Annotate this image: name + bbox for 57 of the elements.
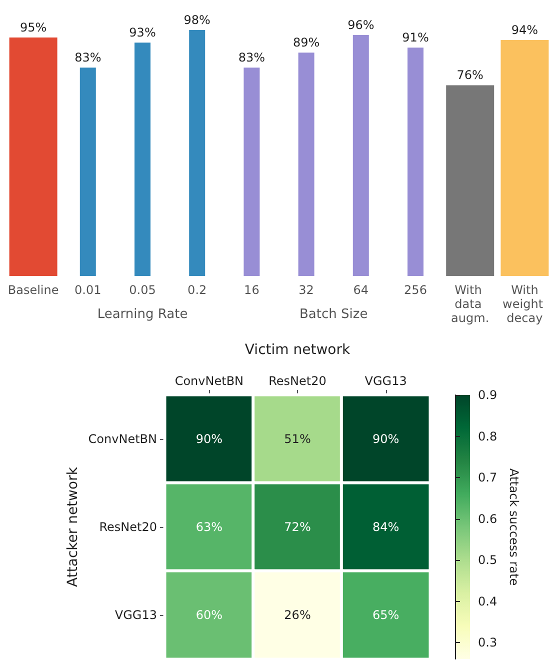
data-label: 72% — [284, 520, 311, 534]
bar — [408, 48, 424, 276]
data-label: 89% — [292, 36, 320, 50]
color-bar-label: 0.9 — [478, 388, 498, 402]
data-label: 90% — [372, 432, 400, 446]
data-label: 91% — [402, 30, 429, 45]
bar — [189, 30, 206, 276]
color-bar-title: Attack success rate — [507, 468, 521, 586]
y-tick-label: VGG13 — [114, 608, 157, 622]
text: Batch Size — [300, 307, 368, 322]
x-tick-label: With data augm. — [451, 283, 490, 325]
color-bar-label: 0.4 — [478, 594, 498, 608]
data-label: 96% — [348, 18, 374, 32]
x-tick-label: 0.2 — [188, 283, 207, 297]
data-label: 26% — [284, 608, 311, 622]
color-bar-label: 0.8 — [478, 429, 498, 444]
bar — [500, 40, 549, 276]
data-label: 93% — [129, 26, 156, 40]
y-tick-label: ResNet20 — [99, 520, 157, 534]
data-label: 65% — [372, 608, 400, 622]
data-label: 51% — [284, 432, 311, 446]
bar — [446, 85, 494, 276]
bar — [9, 38, 58, 276]
y-tick-label: ConvNetBN — [88, 432, 157, 446]
text: Learning Rate — [97, 307, 188, 322]
x-tick-label: ConvNetBN — [174, 374, 244, 388]
color-bar-label: 0.5 — [478, 553, 498, 567]
data-label: 83% — [74, 50, 102, 65]
data-label: 94% — [511, 23, 538, 38]
x-axis-title: Victim network — [244, 342, 351, 358]
bar — [352, 35, 369, 276]
x-tick-label: With weight decay — [502, 283, 547, 325]
data-label: 76% — [456, 68, 484, 82]
bar — [244, 68, 260, 276]
x-tick-label: 0.05 — [129, 283, 156, 297]
bar — [134, 42, 150, 276]
x-tick-label: VGG13 — [364, 374, 407, 388]
bar — [298, 52, 314, 276]
data-label: 83% — [238, 50, 266, 65]
x-tick-label: Baseline — [8, 283, 59, 297]
data-label: 84% — [372, 520, 400, 534]
y-axis-title: Attacker network — [65, 466, 81, 587]
data-label: 90% — [196, 432, 223, 446]
data-label: 63% — [196, 520, 223, 534]
data-label: 98% — [184, 13, 210, 28]
bar — [80, 68, 96, 276]
x-tick-label: 64 — [353, 283, 369, 297]
data-label: 60% — [196, 608, 223, 622]
x-tick-label: 256 — [404, 283, 427, 297]
x-tick-label: ResNet20 — [268, 374, 326, 388]
data-label: 95% — [20, 20, 47, 35]
x-tick-label: 0.01 — [74, 283, 102, 297]
color-bar-label: 0.6 — [478, 512, 498, 526]
color-bar-label: 0.7 — [478, 470, 498, 484]
x-tick-label: 32 — [298, 283, 314, 297]
x-tick-label: 16 — [244, 283, 260, 297]
color-bar-label: 0.3 — [478, 636, 498, 650]
